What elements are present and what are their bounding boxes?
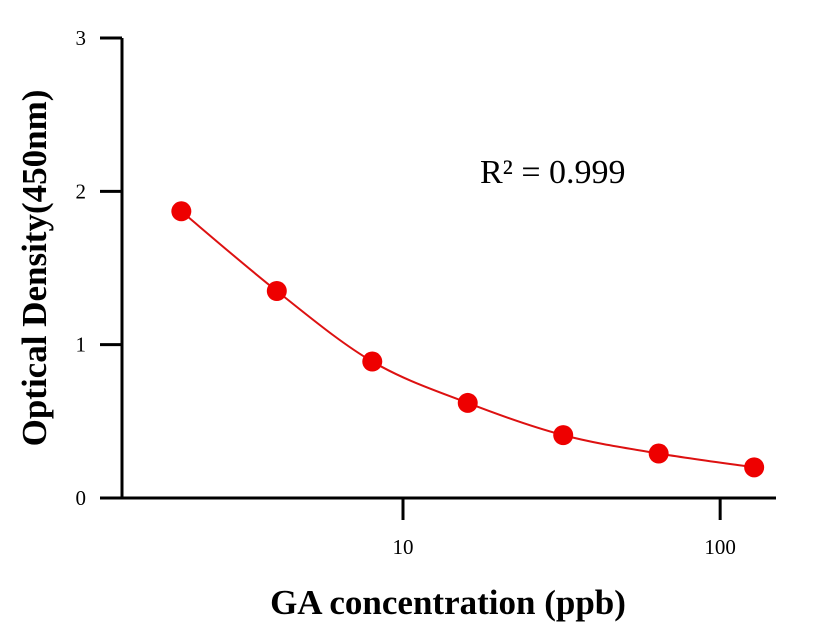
y-tick-label: 0	[76, 486, 87, 510]
y-tick-label: 3	[76, 26, 87, 50]
data-point	[648, 443, 669, 464]
data-point	[171, 201, 192, 222]
data-point	[362, 351, 383, 372]
y-axis-title: Optical Density(450nm)	[15, 90, 54, 447]
fit-curve	[180, 210, 755, 469]
axes: 0 1 2 3 10 100	[76, 26, 776, 559]
r-squared-annotation: R² = 0.999	[480, 154, 626, 191]
x-tick-label: 10	[393, 535, 414, 559]
fit-curve-layer	[180, 210, 755, 469]
y-tick-label: 1	[76, 333, 87, 357]
data-point	[457, 392, 478, 413]
labels: R² = 0.999 GA concentration (ppb) Optica…	[15, 90, 626, 622]
data-point	[553, 425, 574, 446]
data-point	[744, 457, 765, 478]
x-axis-title: GA concentration (ppb)	[270, 583, 626, 622]
data-points	[171, 201, 765, 478]
data-point	[266, 281, 287, 301]
x-tick-label: 100	[704, 535, 736, 559]
y-tick-label: 2	[76, 179, 87, 203]
